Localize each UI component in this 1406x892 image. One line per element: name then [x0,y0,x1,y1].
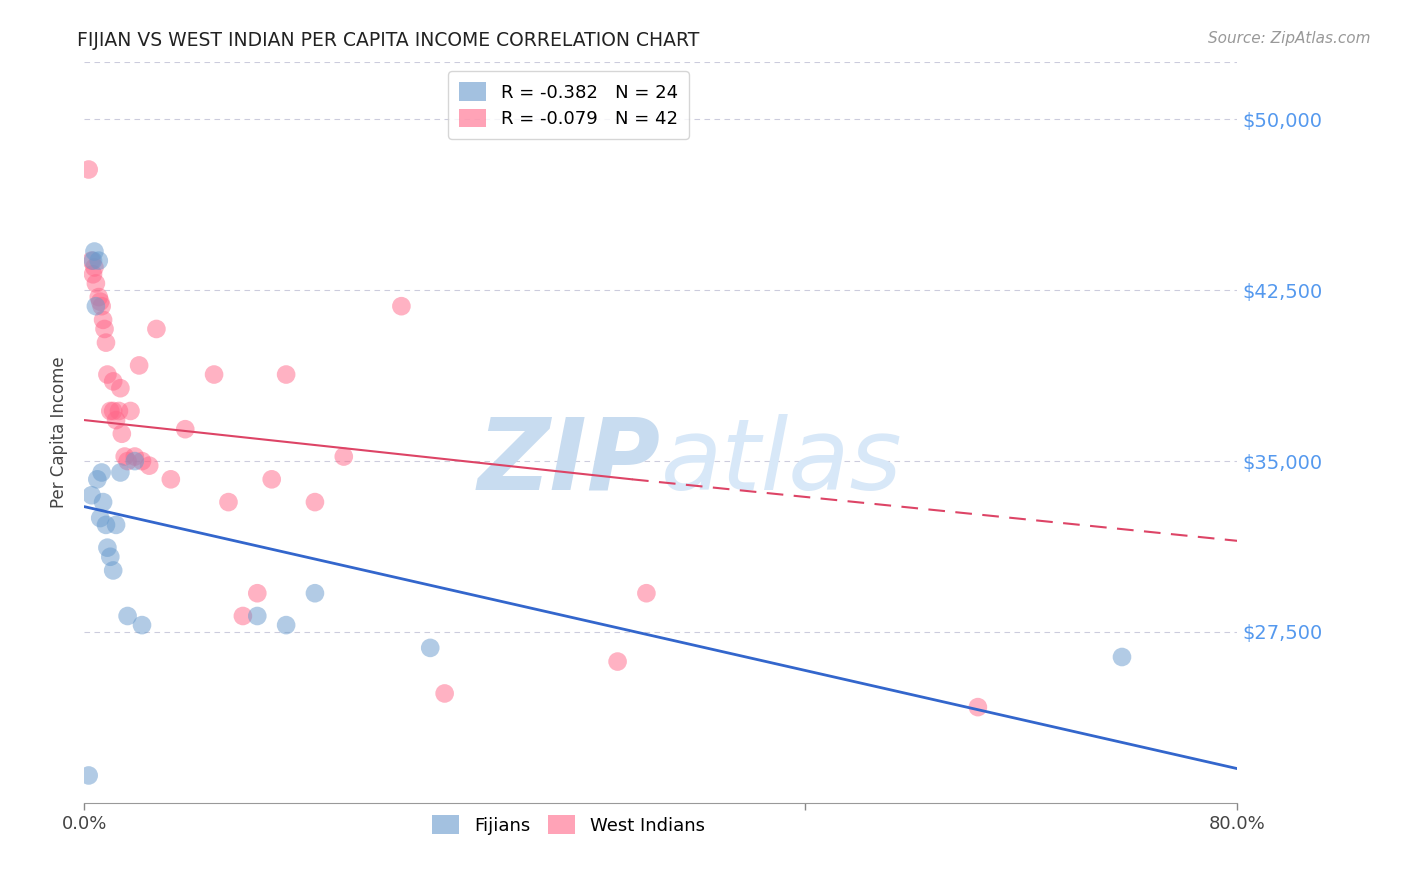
Point [89,294,111,309]
Point [82,253,104,268]
Point [103,564,124,578]
Point [138,458,160,473]
Point [202,368,225,382]
Point [80,253,103,268]
Point [84,299,107,313]
Point [108,404,131,418]
Point [86,472,108,486]
Point [967,700,990,714]
Point [333,450,356,464]
Point [120,404,142,418]
Point [103,404,124,418]
Point [83,244,105,259]
Point [128,359,150,373]
Point [82,268,104,282]
Point [77,162,100,177]
Point [90,466,112,480]
Point [304,586,326,600]
Point [114,450,136,464]
Point [93,322,115,336]
Point [276,618,298,632]
Point [98,404,121,418]
Point [91,313,114,327]
Point [117,454,139,468]
Point [89,511,111,525]
Point [94,517,117,532]
Point [110,381,132,395]
Point [276,368,298,382]
Point [391,299,413,313]
Point [145,322,167,336]
Text: Source: ZipAtlas.com: Source: ZipAtlas.com [1208,31,1371,46]
Point [124,454,146,468]
Point [246,586,269,600]
Point [103,375,124,389]
Legend: Fijians, West Indians: Fijians, West Indians [425,808,711,842]
Point [77,768,100,782]
Point [131,618,153,632]
Point [87,290,110,304]
Point [232,609,254,624]
Point [160,472,183,486]
Point [419,640,441,655]
Text: ZIP: ZIP [478,414,661,511]
Point [131,454,153,468]
Point [124,450,146,464]
Point [304,495,326,509]
Point [105,413,128,427]
Point [98,549,121,564]
Point [1111,650,1133,665]
Y-axis label: Per Capita Income: Per Capita Income [51,357,69,508]
Point [94,335,117,350]
Point [246,609,269,624]
Point [433,686,456,700]
Point [105,517,128,532]
Point [110,466,132,480]
Point [111,426,134,441]
Point [174,422,197,436]
Text: atlas: atlas [661,414,903,511]
Point [90,299,112,313]
Point [260,472,283,486]
Point [80,488,103,502]
Point [606,655,628,669]
Text: FIJIAN VS WEST INDIAN PER CAPITA INCOME CORRELATION CHART: FIJIAN VS WEST INDIAN PER CAPITA INCOME … [77,31,700,50]
Point [218,495,240,509]
Point [87,253,110,268]
Point [117,609,139,624]
Point [96,368,118,382]
Point [96,541,118,555]
Point [636,586,658,600]
Point [91,495,114,509]
Point [84,277,107,291]
Point [83,260,105,275]
